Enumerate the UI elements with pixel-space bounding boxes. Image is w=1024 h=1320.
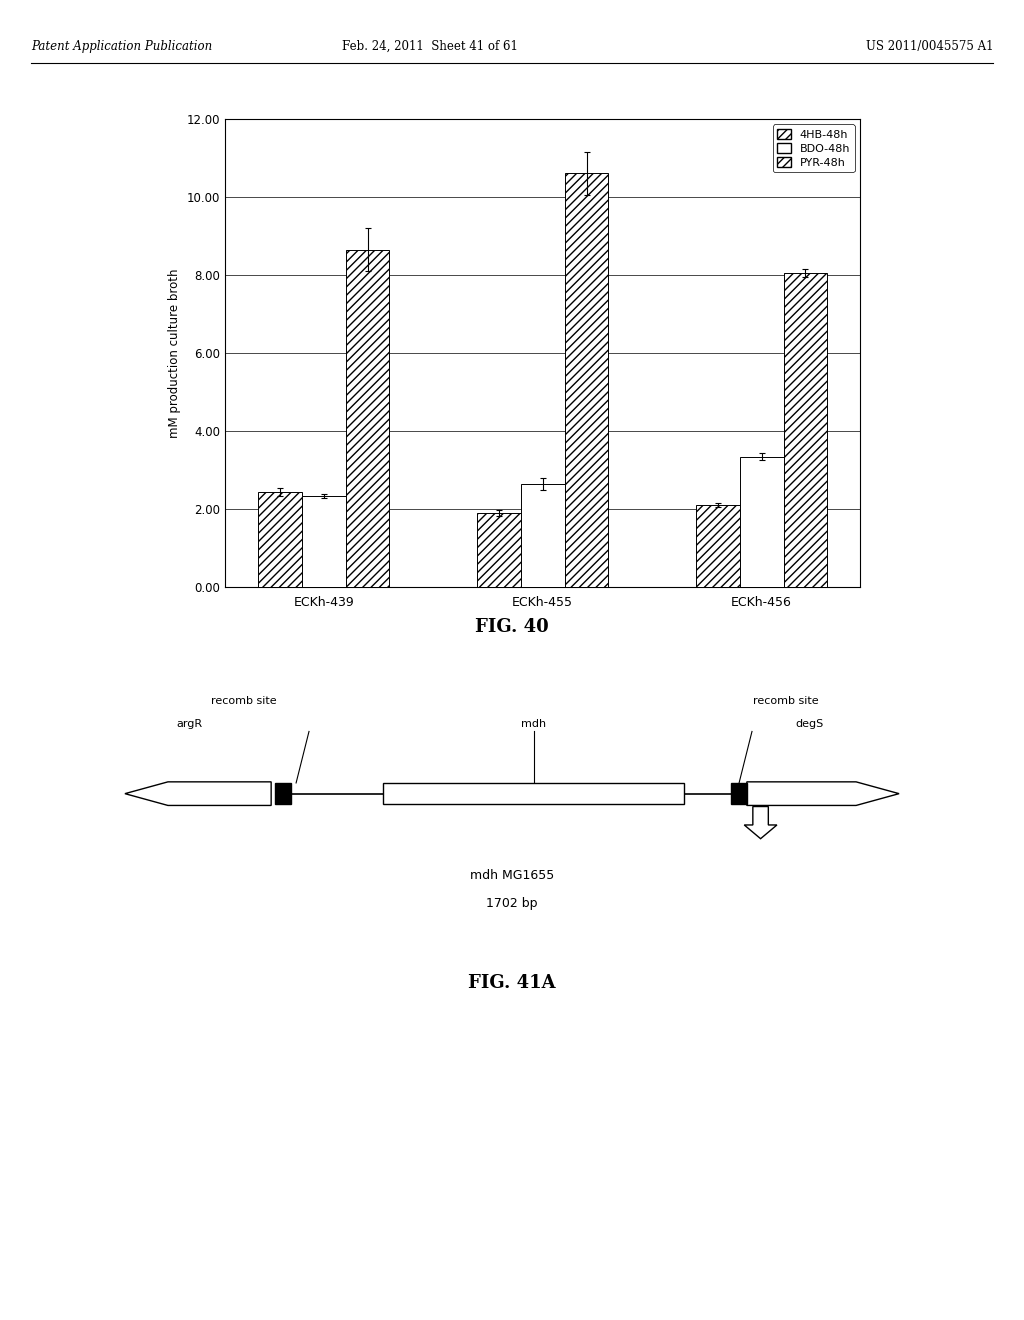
Text: recomb site: recomb site	[753, 696, 818, 706]
Bar	[383, 783, 684, 804]
Text: degS: degS	[796, 719, 824, 729]
FancyArrow shape	[744, 807, 777, 838]
Text: mdh: mdh	[521, 719, 546, 729]
Bar	[302, 495, 346, 587]
Bar	[564, 173, 608, 587]
Text: mdh MG1655: mdh MG1655	[470, 869, 554, 882]
Bar	[275, 783, 291, 804]
Bar	[477, 513, 521, 587]
Bar	[739, 457, 783, 587]
Text: FIG. 41A: FIG. 41A	[468, 974, 556, 993]
Text: Patent Application Publication: Patent Application Publication	[31, 40, 212, 53]
Text: Feb. 24, 2011  Sheet 41 of 61: Feb. 24, 2011 Sheet 41 of 61	[342, 40, 518, 53]
Text: US 2011/0045575 A1: US 2011/0045575 A1	[865, 40, 993, 53]
Bar	[731, 783, 746, 804]
Text: argR: argR	[176, 719, 203, 729]
FancyArrow shape	[125, 781, 271, 805]
Text: 1702 bp: 1702 bp	[486, 896, 538, 909]
FancyArrow shape	[746, 781, 899, 805]
Text: FIG. 40: FIG. 40	[475, 618, 549, 636]
Bar	[346, 249, 389, 587]
Legend: 4HB-48h, BDO-48h, PYR-48h: 4HB-48h, BDO-48h, PYR-48h	[773, 124, 855, 172]
Bar	[696, 506, 739, 587]
Bar	[258, 492, 302, 587]
Y-axis label: mM production culture broth: mM production culture broth	[168, 268, 181, 438]
Bar	[783, 273, 827, 587]
Bar	[521, 484, 564, 587]
Text: recomb site: recomb site	[211, 696, 276, 706]
